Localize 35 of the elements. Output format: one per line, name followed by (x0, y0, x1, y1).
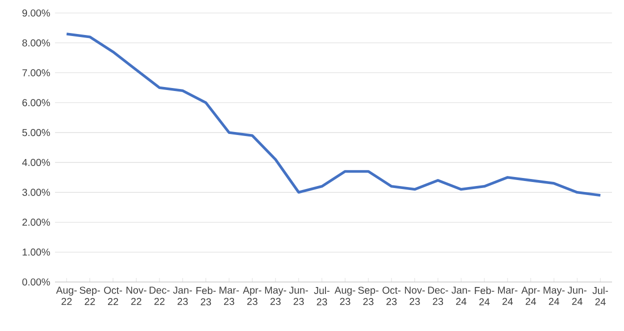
x-tick-label: Aug-22 (56, 286, 77, 305)
x-tick-label: Jun-24 (568, 286, 586, 305)
x-tick-label: Dec-23 (428, 286, 448, 306)
x-tick-label: Jul-24 (592, 286, 608, 306)
x-tick-label: Oct-23 (382, 286, 401, 306)
line-series (65, 32, 602, 197)
y-tick-label: 3.00% (22, 188, 50, 196)
y-tick-label: 9.00% (22, 9, 50, 17)
x-tick-label: Feb-23 (196, 286, 216, 306)
x-tick-label: Aug-23 (334, 286, 356, 306)
y-tick-label: 5.00% (22, 129, 50, 136)
x-tick-label: Oct-22 (104, 286, 122, 306)
x-tick-label: Apr-23 (242, 286, 262, 306)
y-tick-label: 0.00% (22, 278, 50, 286)
x-tick-label: Nov-23 (404, 286, 425, 306)
x-tick-label: Jun-23 (289, 286, 308, 306)
y-tick-label: 8.00% (22, 39, 50, 46)
y-tick-label: 2.00% (22, 218, 50, 226)
x-tick-label: Apr-24 (521, 286, 540, 305)
y-tick-label: 4.00% (22, 158, 50, 166)
x-tick-label: Feb-24 (474, 286, 494, 306)
x-tick-label: Jan-23 (173, 286, 192, 306)
x-tick-label: Nov-22 (126, 286, 146, 305)
x-tick-label: Sep-22 (80, 286, 100, 306)
x-tick-label: Jul-23 (314, 286, 330, 306)
x-tick-label: May-23 (265, 286, 286, 306)
x-tick-label: Jan-24 (452, 286, 470, 305)
x-tick-label: Dec-22 (150, 286, 170, 305)
x-tick-label: Sep-23 (358, 286, 378, 306)
x-tick-label: Mar-24 (498, 286, 518, 305)
y-tick-label: 6.00% (22, 99, 50, 106)
x-tick-label: Mar-23 (220, 286, 239, 306)
x-tick-label: May-24 (544, 286, 565, 305)
y-tick-label: 7.00% (22, 69, 50, 76)
y-tick-label: 1.00% (22, 248, 50, 256)
